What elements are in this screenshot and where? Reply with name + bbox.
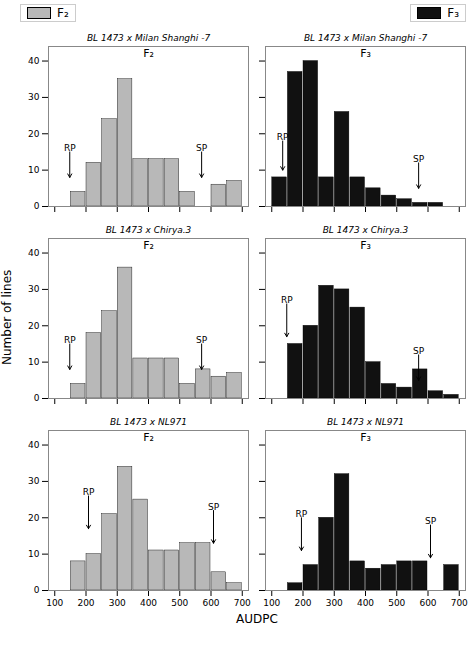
html-text:AUDPC: AUDPC	[236, 612, 278, 626]
svg-text:RP: RP	[281, 295, 293, 305]
html-text:Number of lines: Number of lines	[0, 269, 14, 365]
svg-text:100: 100	[46, 598, 63, 608]
svg-text:200: 200	[294, 598, 311, 608]
svg-text:BL 1473 x Chirya.3: BL 1473 x Chirya.3	[106, 225, 192, 235]
svg-text:F₃: F₃	[360, 47, 371, 60]
svg-text:30: 30	[28, 476, 40, 486]
html-text:F₃: F₃	[447, 6, 459, 20]
svg-text:400: 400	[357, 598, 374, 608]
svg-text:600: 600	[202, 598, 219, 608]
svg-text:SP: SP	[413, 154, 425, 164]
svg-text:20: 20	[28, 321, 40, 331]
svg-text:F₃: F₃	[360, 431, 371, 444]
svg-text:F₃: F₃	[360, 239, 371, 252]
svg-text:SP: SP	[196, 143, 208, 153]
svg-text:BL 1473 x Milan Shanghi -7: BL 1473 x Milan Shanghi -7	[87, 33, 211, 43]
svg-text:40: 40	[28, 56, 40, 66]
svg-text:20: 20	[28, 129, 40, 139]
svg-text:20: 20	[28, 513, 40, 523]
svg-text:500: 500	[171, 598, 188, 608]
svg-text:F₂: F₂	[143, 239, 154, 252]
svg-text:10: 10	[28, 549, 40, 559]
svg-text:BL 1473 x Milan Shanghi -7: BL 1473 x Milan Shanghi -7	[304, 33, 428, 43]
svg-text:SP: SP	[196, 335, 208, 345]
svg-text:40: 40	[28, 248, 40, 258]
svg-text:RP: RP	[277, 132, 289, 142]
svg-text:400: 400	[140, 598, 157, 608]
svg-text:0: 0	[34, 585, 40, 595]
svg-text:600: 600	[419, 598, 436, 608]
svg-text:500: 500	[388, 598, 405, 608]
svg-text:30: 30	[28, 284, 40, 294]
html-text:F₂: F₂	[57, 6, 69, 20]
svg-text:30: 30	[28, 92, 40, 102]
svg-text:300: 300	[109, 598, 126, 608]
svg-text:100: 100	[263, 598, 280, 608]
svg-text:SP: SP	[425, 516, 437, 526]
svg-text:BL 1473 x NL971: BL 1473 x NL971	[110, 417, 187, 427]
svg-text:0: 0	[34, 201, 40, 211]
svg-text:BL 1473 x Chirya.3: BL 1473 x Chirya.3	[323, 225, 409, 235]
svg-text:SP: SP	[413, 346, 425, 356]
svg-text:40: 40	[28, 440, 40, 450]
svg-text:RP: RP	[296, 509, 308, 519]
svg-text:0: 0	[34, 393, 40, 403]
svg-text:10: 10	[28, 357, 40, 367]
svg-text:10: 10	[28, 165, 40, 175]
svg-text:BL 1473 x NL971: BL 1473 x NL971	[327, 417, 404, 427]
svg-text:300: 300	[326, 598, 343, 608]
svg-text:RP: RP	[64, 143, 76, 153]
svg-text:SP: SP	[208, 502, 220, 512]
svg-text:700: 700	[234, 598, 251, 608]
svg-text:F₂: F₂	[143, 47, 154, 60]
svg-text:RP: RP	[64, 335, 76, 345]
svg-text:700: 700	[451, 598, 468, 608]
svg-text:F₂: F₂	[143, 431, 154, 444]
svg-text:200: 200	[77, 598, 94, 608]
svg-text:RP: RP	[83, 487, 95, 497]
